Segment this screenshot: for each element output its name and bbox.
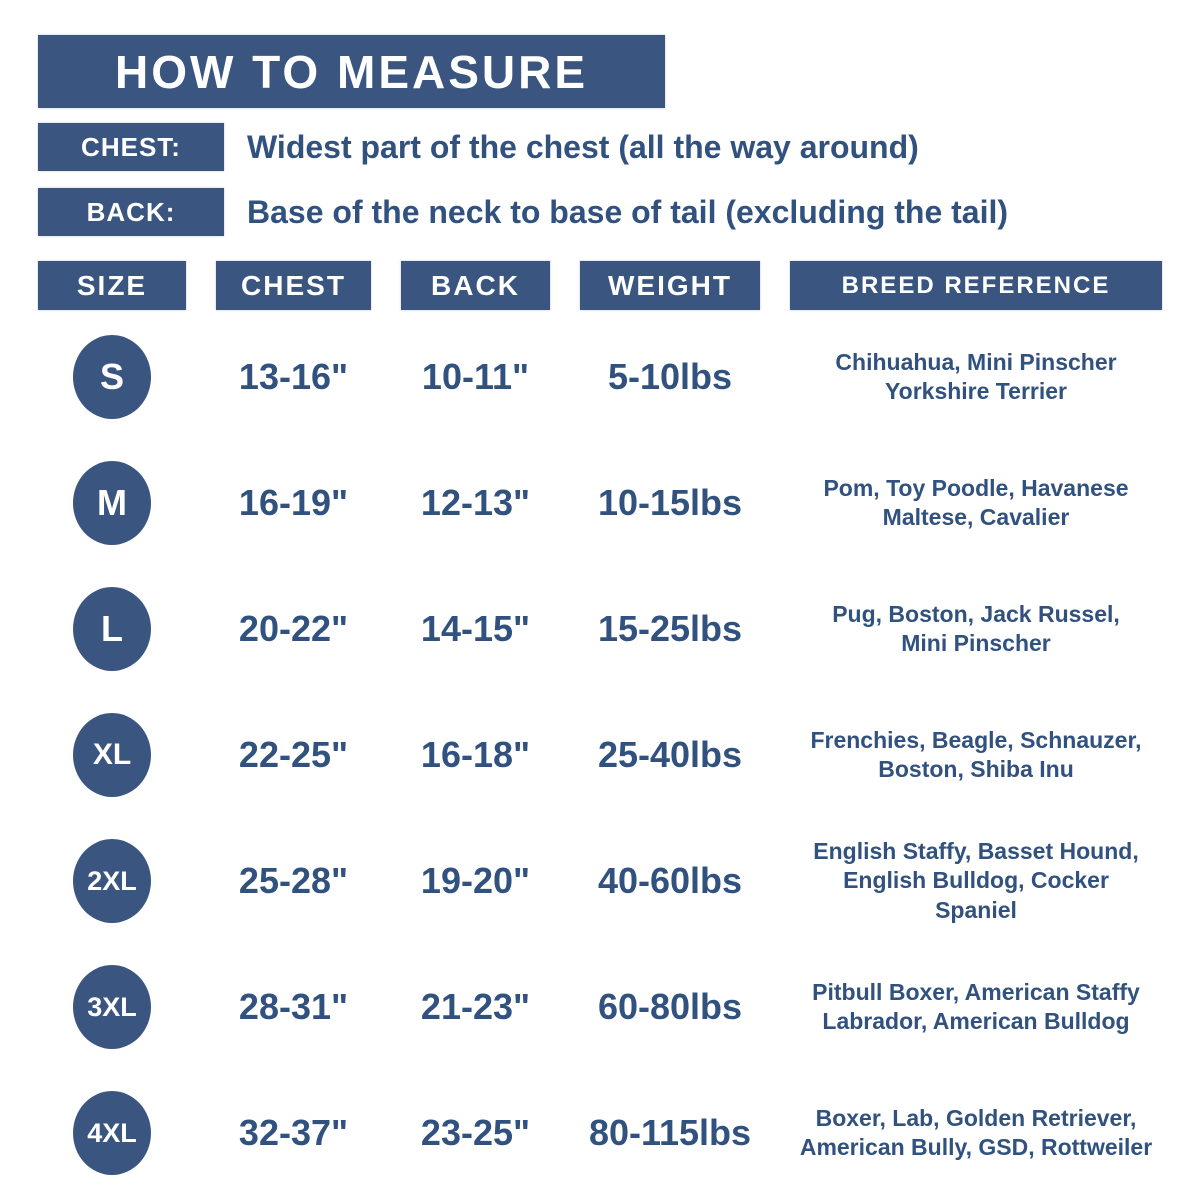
chest-label: CHEST:: [81, 131, 181, 162]
weight-value: 15-25lbs: [597, 608, 743, 649]
back-value: 23-25": [420, 1112, 531, 1153]
chest-value: 25-28": [238, 860, 349, 901]
title-banner: HOW TO MEASURE: [38, 35, 665, 108]
back-label: BACK:: [86, 196, 176, 227]
size-cell: L: [38, 587, 186, 671]
chest-label-badge: CHEST:: [38, 123, 224, 171]
size-cell: XL: [38, 713, 186, 797]
table-row: 4XL 32-37" 23-25" 80-115lbs Boxer, Lab, …: [38, 1070, 1162, 1196]
table-row: S 13-16" 10-11" 5-10lbs Chihuahua, Mini …: [38, 314, 1162, 440]
size-badge: S: [73, 335, 151, 419]
table-row: XL 22-25" 16-18" 25-40lbs Frenchies, Bea…: [38, 692, 1162, 818]
back-instruction-text: Base of the neck to base of tail (exclud…: [247, 193, 1009, 230]
chest-value: 20-22": [238, 608, 349, 649]
column-header-size: SIZE: [38, 261, 186, 310]
table-row: 2XL 25-28" 19-20" 40-60lbs English Staff…: [38, 818, 1162, 944]
chest-value: 32-37": [238, 1112, 349, 1153]
chest-instruction-text: Widest part of the chest (all the way ar…: [247, 128, 919, 165]
breed-reference-value: Pom, Toy Poodle, Havanese Maltese, Caval…: [823, 474, 1129, 530]
breed-reference-value: Boxer, Lab, Golden Retriever, American B…: [799, 1104, 1153, 1160]
weight-value: 80-115lbs: [588, 1112, 752, 1153]
column-header-chest: CHEST: [216, 261, 371, 310]
back-value: 14-15": [420, 608, 531, 649]
chest-value: 16-19": [238, 482, 349, 523]
breed-reference-value: English Staffy, Basset Hound, English Bu…: [813, 838, 1139, 923]
column-header-back: BACK: [401, 261, 550, 310]
weight-value: 10-15lbs: [597, 482, 743, 523]
size-cell: 4XL: [38, 1091, 186, 1175]
chest-value: 28-31": [238, 986, 349, 1027]
size-cell: 3XL: [38, 965, 186, 1049]
breed-reference-value: Pug, Boston, Jack Russel, Mini Pinscher: [832, 600, 1120, 656]
breed-reference-value: Frenchies, Beagle, Schnauzer, Boston, Sh…: [810, 726, 1142, 782]
back-value: 10-11": [421, 356, 530, 397]
table-row: L 20-22" 14-15" 15-25lbs Pug, Boston, Ja…: [38, 566, 1162, 692]
size-cell: M: [38, 461, 186, 545]
back-value: 21-23": [420, 986, 531, 1027]
chest-value: 22-25": [238, 734, 349, 775]
back-value: 16-18": [420, 734, 531, 775]
breed-reference-value: Pitbull Boxer, American Staffy Labrador,…: [812, 978, 1140, 1034]
instruction-back: BACK: Base of the neck to base of tail (…: [38, 188, 1008, 236]
weight-value: 25-40lbs: [597, 734, 743, 775]
weight-value: 40-60lbs: [597, 860, 743, 901]
size-cell: S: [38, 335, 186, 419]
instruction-chest: CHEST: Widest part of the chest (all the…: [38, 123, 919, 171]
weight-value: 5-10lbs: [607, 356, 733, 397]
column-header-weight: WEIGHT: [580, 261, 760, 310]
size-badge: XL: [73, 713, 151, 797]
size-badge: 2XL: [73, 839, 151, 923]
weight-value: 60-80lbs: [597, 986, 743, 1027]
size-badge: M: [73, 461, 151, 545]
size-table-body: S 13-16" 10-11" 5-10lbs Chihuahua, Mini …: [38, 314, 1162, 1196]
chest-value: 13-16": [238, 356, 349, 397]
breed-reference-value: Chihuahua, Mini Pinscher Yorkshire Terri…: [835, 348, 1117, 404]
back-label-badge: BACK:: [38, 188, 224, 236]
table-row: 3XL 28-31" 21-23" 60-80lbs Pitbull Boxer…: [38, 944, 1162, 1070]
size-badge: L: [73, 587, 151, 671]
size-cell: 2XL: [38, 839, 186, 923]
size-badge: 3XL: [73, 965, 151, 1049]
size-badge: 4XL: [73, 1091, 151, 1175]
column-header-breed-reference: BREED REFERENCE: [790, 261, 1162, 310]
back-value: 19-20": [420, 860, 531, 901]
table-row: M 16-19" 12-13" 10-15lbs Pom, Toy Poodle…: [38, 440, 1162, 566]
page-title: HOW TO MEASURE: [114, 45, 589, 98]
table-header-row: SIZE CHEST BACK WEIGHT BREED REFERENCE: [38, 261, 1162, 310]
back-value: 12-13": [420, 482, 531, 523]
